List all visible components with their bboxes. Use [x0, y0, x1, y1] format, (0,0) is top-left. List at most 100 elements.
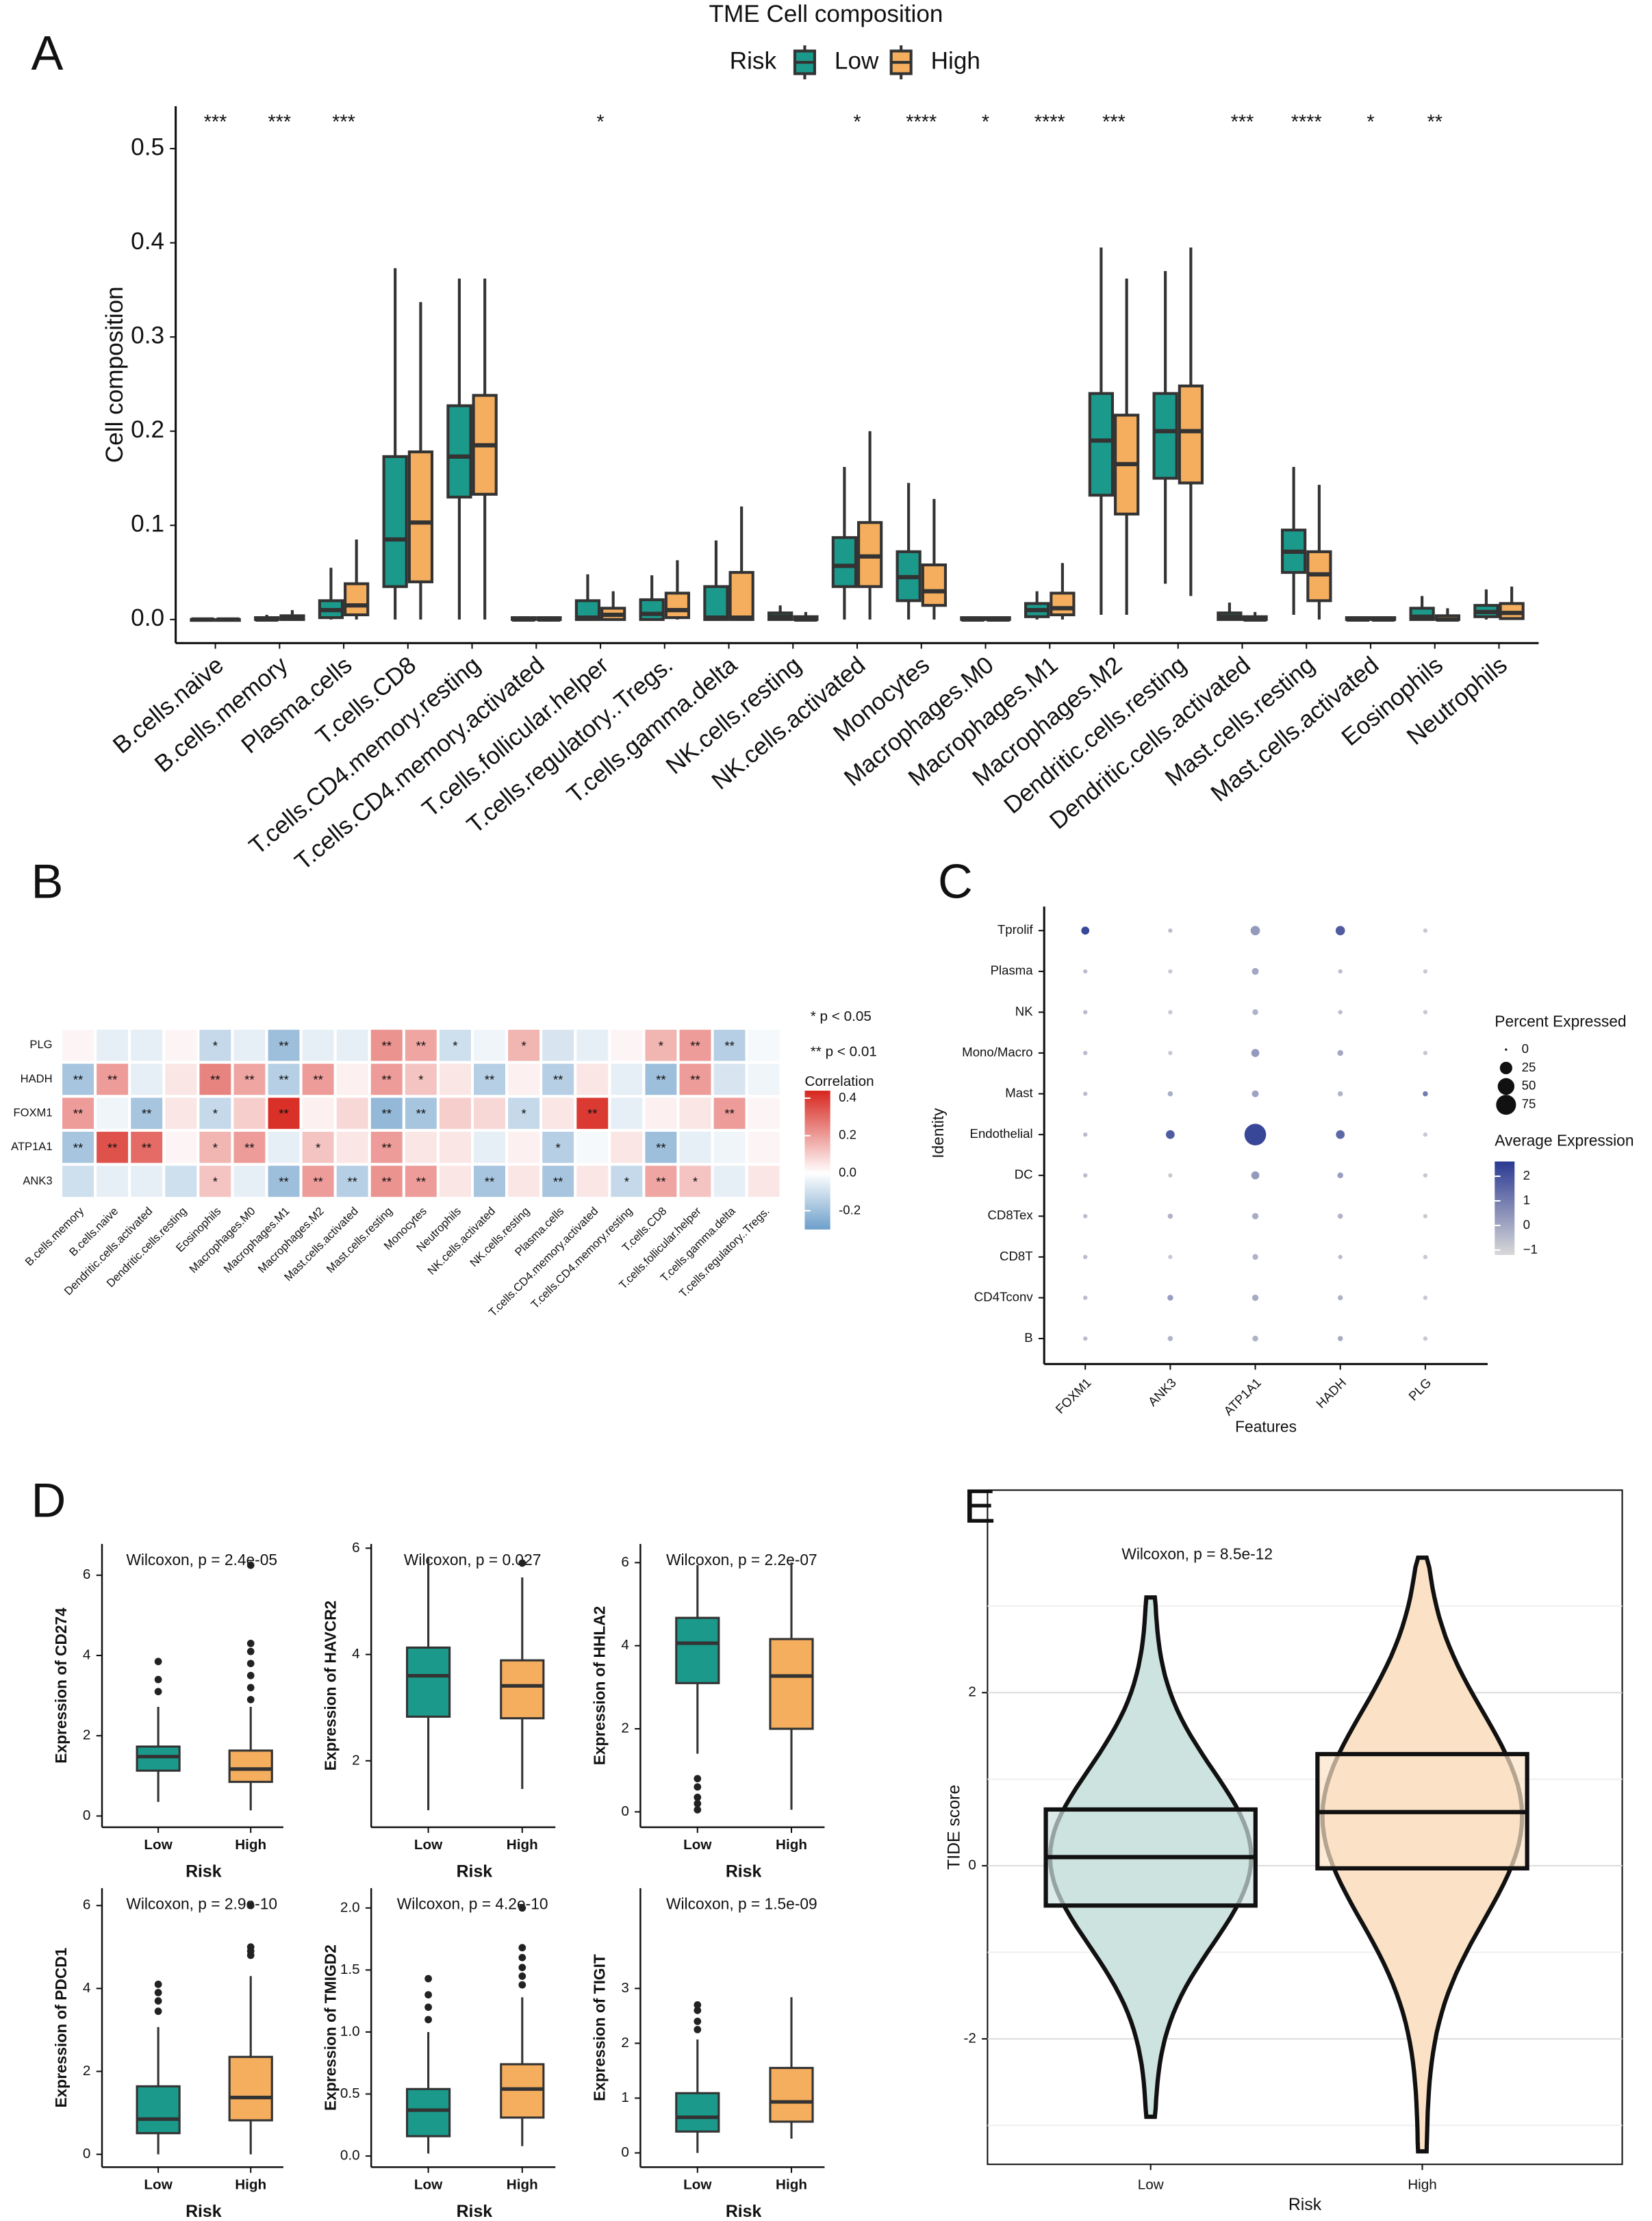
- colorbar-label: 0.4: [839, 1090, 856, 1104]
- dot: [1244, 1124, 1267, 1145]
- outlier: [154, 1658, 162, 1666]
- dot: [1167, 1213, 1173, 1219]
- cell: [268, 1165, 300, 1197]
- cell: [336, 1097, 368, 1129]
- cell-label: **: [279, 1039, 288, 1053]
- outlier: [424, 1975, 432, 1983]
- cell: [165, 1165, 197, 1197]
- cell-label: **: [416, 1039, 426, 1053]
- colorbar-label: 0.2: [839, 1128, 856, 1142]
- dot: [1423, 1010, 1428, 1015]
- colorbar-label: 0: [1523, 1217, 1530, 1232]
- significance: **: [1427, 112, 1443, 134]
- cell: [679, 1097, 711, 1129]
- dot: [1337, 1172, 1343, 1178]
- dot: [1423, 1214, 1428, 1219]
- y-tick-label: 1: [621, 2090, 629, 2105]
- x-tick-label: High: [507, 1837, 538, 1853]
- dot: [1166, 1130, 1175, 1139]
- y-tick-label: Mono/Macro: [962, 1045, 1032, 1059]
- cell: [576, 1132, 609, 1163]
- dot: [1252, 1335, 1258, 1342]
- x-tick-label: Low: [683, 1837, 712, 1853]
- dot: [1423, 969, 1428, 974]
- dot: [1252, 1009, 1258, 1015]
- cell: [645, 1097, 677, 1129]
- outlier: [518, 1904, 526, 1912]
- cell-label: **: [690, 1039, 700, 1053]
- color-legend-title: Average Expression: [1495, 1132, 1634, 1150]
- outlier: [154, 1675, 162, 1684]
- y-tick-label: 0: [621, 1803, 629, 1819]
- outlier: [694, 2006, 702, 2014]
- legend-title: Risk: [730, 47, 777, 74]
- cell: [679, 1165, 711, 1197]
- cell: [370, 1030, 403, 1061]
- row-label: PLG: [29, 1038, 52, 1051]
- cell-label: **: [313, 1174, 322, 1189]
- cell-label: **: [73, 1106, 83, 1121]
- box: [136, 2085, 181, 2135]
- x-axis-label: Risk: [457, 2203, 493, 2221]
- outlier: [694, 2001, 702, 2009]
- dot: [1251, 1213, 1259, 1219]
- y-tick-label: 1.5: [340, 1962, 360, 1977]
- row-label: ATP1A1: [11, 1140, 52, 1153]
- dot: [1168, 1050, 1173, 1056]
- x-axis-label: Risk: [457, 1863, 493, 1881]
- x-tick-label: Low: [144, 1837, 173, 1853]
- cell: [611, 1063, 643, 1095]
- cell: [645, 1063, 677, 1095]
- annotation: Wilcoxon, p = 2.4e-05: [126, 1551, 277, 1569]
- dot: [1423, 1295, 1428, 1300]
- cell: [645, 1030, 677, 1061]
- cell: [97, 1165, 129, 1197]
- y-tick-label: CD8Tex: [987, 1208, 1033, 1222]
- cell-label: **: [244, 1072, 254, 1087]
- x-tick-label: High: [776, 2177, 807, 2193]
- cell: [199, 1165, 231, 1197]
- cell: [611, 1165, 643, 1197]
- x-tick-label: High: [776, 1837, 807, 1853]
- x-axis-label: Risk: [186, 1863, 222, 1881]
- y-tick-label: 4: [352, 1646, 360, 1662]
- cell: [713, 1097, 746, 1129]
- cell: [370, 1063, 403, 1095]
- cell-label: **: [347, 1174, 357, 1189]
- y-axis-label: Expression of TIGIT: [590, 1954, 608, 2101]
- size-legend-label: 0: [1522, 1041, 1529, 1056]
- panel-label: B: [31, 854, 64, 909]
- cell: [508, 1165, 540, 1197]
- annotation: Wilcoxon, p = 4.2e-10: [397, 1895, 548, 1913]
- cell: [508, 1132, 540, 1163]
- colorbar-label: −1: [1523, 1242, 1538, 1256]
- y-tick-label: B: [1024, 1330, 1032, 1345]
- colorbar-label: 0.0: [839, 1165, 856, 1180]
- y-axis-label: Expression of HHLA2: [590, 1606, 608, 1766]
- y-tick-label: 0: [968, 1857, 976, 1873]
- cell: [679, 1063, 711, 1095]
- outlier: [154, 1688, 162, 1696]
- x-tick-label: High: [1408, 2177, 1437, 2193]
- significance: *: [1367, 112, 1374, 134]
- cell-label: **: [382, 1072, 392, 1087]
- dot: [1168, 969, 1173, 974]
- cell-label: **: [142, 1106, 151, 1121]
- y-tick-label: 0: [621, 2144, 629, 2160]
- y-tick-label: Tprolif: [997, 922, 1034, 937]
- cell-label: **: [690, 1072, 700, 1087]
- cell-label: *: [521, 1039, 526, 1053]
- outlier: [694, 1783, 702, 1791]
- annotation: Wilcoxon, p = 8.5e-12: [1121, 1545, 1273, 1563]
- y-axis-label: TIDE score: [945, 1785, 963, 1870]
- colorbar-label: -0.2: [839, 1202, 861, 1217]
- y-tick-label: -2: [963, 2030, 976, 2046]
- significance: ***: [332, 112, 355, 134]
- outlier: [154, 2007, 162, 2016]
- dot: [1083, 1173, 1088, 1178]
- cell-label: *: [659, 1039, 663, 1053]
- dot: [1083, 1010, 1088, 1015]
- cell: [62, 1097, 94, 1129]
- x-axis-label: Risk: [186, 2203, 222, 2221]
- cell: [713, 1063, 746, 1095]
